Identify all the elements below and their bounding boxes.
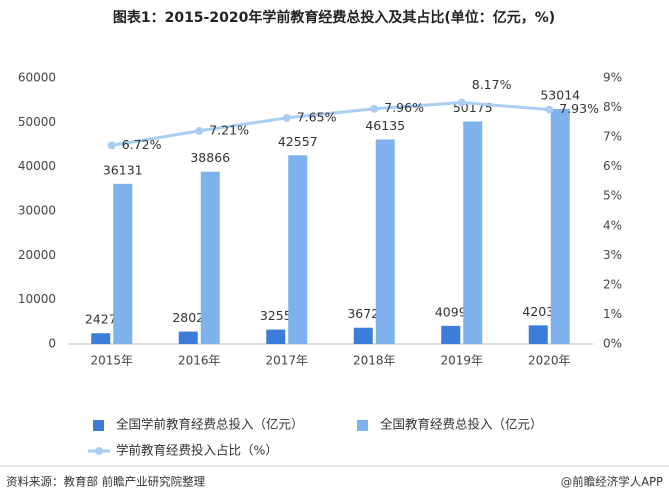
x-tick-label: 2017年 (265, 354, 308, 368)
bar (200, 171, 220, 344)
line-marker (107, 141, 116, 150)
line (111, 101, 550, 147)
legend-label: 学前教育经费投入占比（%） (116, 443, 278, 458)
line-marker (545, 105, 554, 114)
y-tick-label: 50000 (18, 115, 56, 129)
y2-tick-label: 9% (603, 71, 622, 85)
y-tick-label: 30000 (18, 204, 56, 218)
y2-tick-label: 6% (603, 159, 622, 173)
y2-tick-label: 7% (603, 130, 622, 144)
y-tick-label: 0 (48, 337, 56, 351)
line-marker (370, 104, 379, 113)
bar-value-label: 46135 (365, 118, 405, 133)
legend-label: 全国教育经费总投入（亿元） (380, 417, 543, 432)
bar-value-label: 4203 (522, 304, 554, 319)
legend-swatch (357, 420, 368, 431)
line-value-label: 7.21% (209, 122, 249, 137)
x-tick-label: 2015年 (90, 354, 133, 368)
line-value-label: 7.96% (384, 100, 424, 115)
bar (113, 183, 133, 344)
y2-tick-label: 8% (603, 100, 622, 114)
credit: @前瞻经济学人APP (561, 475, 663, 489)
x-tick-label: 2018年 (353, 354, 396, 368)
line-value-label: 7.93% (559, 101, 599, 116)
x-tick-label: 2020年 (528, 354, 571, 368)
line-value-label: 7.65% (297, 109, 337, 124)
y2-tick-label: 5% (603, 189, 622, 203)
legend-marker (95, 447, 103, 455)
line-marker (282, 113, 291, 122)
x-tick-label: 2016年 (178, 354, 221, 368)
y2-tick-label: 3% (603, 248, 622, 262)
y-tick-label: 20000 (18, 248, 56, 262)
y2-tick-label: 4% (603, 218, 622, 232)
bar (288, 155, 308, 344)
bar-value-label: 3255 (260, 308, 292, 323)
y-tick-label: 40000 (18, 159, 56, 173)
bar-value-label: 2427 (85, 312, 117, 327)
bar-value-label: 2802 (172, 310, 204, 325)
bar (91, 333, 111, 344)
bar-value-label: 38866 (190, 150, 230, 165)
y-tick-label: 60000 (18, 71, 56, 85)
bar-value-label: 3672 (347, 306, 379, 321)
legend-label: 全国学前教育经费总投入（亿元） (116, 417, 304, 432)
y2-tick-label: 0% (603, 337, 622, 351)
bar (441, 325, 461, 344)
bar-value-label: 53014 (540, 87, 580, 102)
line-marker (457, 98, 466, 107)
x-tick-label: 2019年 (440, 354, 483, 368)
bar (375, 139, 395, 344)
bar-value-label: 36131 (103, 162, 143, 177)
source: 资料来源：教育部 前瞻产业研究院整理 (6, 475, 206, 489)
chart-title: 图表1：2015-2020年学前教育经费总投入及其占比(单位：亿元，%) (113, 9, 555, 26)
y2-tick-label: 2% (603, 277, 622, 291)
y-tick-label: 10000 (18, 292, 56, 306)
bar (463, 121, 483, 345)
line-value-label: 6.72% (122, 137, 162, 152)
bar (353, 327, 373, 344)
bar (550, 108, 570, 344)
bar (178, 331, 198, 344)
line-value-label: 8.17% (472, 77, 512, 92)
bar (528, 325, 548, 344)
line-marker (195, 126, 204, 135)
legend-swatch (93, 420, 104, 431)
bar-value-label: 4099 (435, 304, 467, 319)
y2-tick-label: 1% (603, 307, 622, 321)
bar-value-label: 42557 (278, 134, 318, 149)
bar (266, 329, 286, 344)
